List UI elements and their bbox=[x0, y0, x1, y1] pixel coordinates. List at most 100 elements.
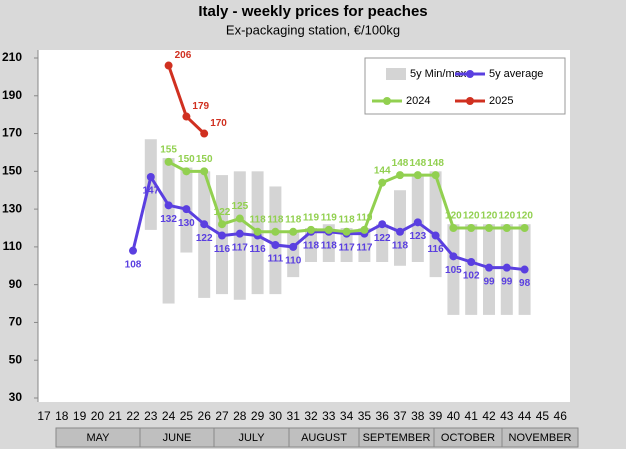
data-point bbox=[235, 229, 244, 238]
data-label: 120 bbox=[463, 211, 480, 222]
data-label: 111 bbox=[268, 254, 284, 265]
x-tick-label: 31 bbox=[287, 409, 301, 423]
x-tick-label: 20 bbox=[91, 409, 105, 423]
month-label: AUGUST bbox=[301, 432, 347, 444]
month-label: MAY bbox=[86, 432, 110, 444]
data-label: 148 bbox=[409, 158, 426, 169]
y-tick-label: 130 bbox=[2, 201, 22, 215]
x-tick-label: 17 bbox=[37, 409, 51, 423]
data-label: 148 bbox=[392, 158, 409, 169]
x-tick-label: 30 bbox=[269, 409, 283, 423]
x-tick-label: 44 bbox=[518, 409, 532, 423]
data-label: 116 bbox=[428, 244, 445, 255]
data-label: 116 bbox=[214, 244, 231, 255]
x-tick-label: 43 bbox=[500, 409, 514, 423]
y-tick-label: 170 bbox=[2, 126, 22, 140]
x-tick-label: 26 bbox=[198, 409, 212, 423]
data-label: 150 bbox=[178, 154, 195, 165]
y-tick-label: 210 bbox=[2, 50, 22, 64]
data-label: 105 bbox=[445, 265, 462, 276]
data-label: 118 bbox=[303, 240, 320, 251]
legend-label: 5y average bbox=[489, 68, 543, 80]
data-label: 119 bbox=[356, 213, 373, 224]
legend-marker bbox=[466, 70, 474, 78]
data-point bbox=[342, 227, 351, 236]
data-point bbox=[378, 220, 387, 229]
data-point bbox=[467, 258, 476, 266]
x-tick-label: 18 bbox=[55, 409, 69, 423]
x-tick-label: 33 bbox=[322, 409, 336, 423]
data-point bbox=[182, 112, 191, 121]
data-point bbox=[164, 157, 173, 166]
data-point bbox=[485, 263, 493, 272]
range-bar bbox=[198, 171, 211, 298]
data-label: 119 bbox=[303, 213, 320, 224]
data-label: 117 bbox=[356, 242, 373, 253]
y-tick-label: 190 bbox=[2, 88, 22, 102]
range-bar bbox=[358, 228, 371, 262]
legend-box bbox=[364, 57, 566, 115]
data-label: 117 bbox=[339, 242, 356, 253]
data-point bbox=[431, 171, 440, 180]
x-tick-label: 23 bbox=[144, 409, 158, 423]
data-label: 120 bbox=[481, 211, 498, 222]
data-label: 99 bbox=[483, 276, 495, 287]
y-tick-label: 110 bbox=[3, 239, 23, 253]
data-point bbox=[164, 61, 173, 70]
data-point bbox=[182, 205, 191, 214]
data-label: 102 bbox=[463, 271, 480, 282]
data-label: 150 bbox=[196, 154, 213, 165]
data-label: 118 bbox=[285, 214, 302, 225]
x-tick-label: 39 bbox=[429, 409, 443, 423]
data-label: 99 bbox=[501, 276, 513, 287]
data-label: 147 bbox=[142, 186, 159, 197]
data-point bbox=[129, 246, 137, 255]
x-tick-label: 24 bbox=[162, 409, 176, 423]
data-point bbox=[520, 224, 529, 232]
chart-title: Italy - weekly prices for peaches bbox=[198, 3, 427, 20]
x-tick-label: 27 bbox=[215, 409, 229, 423]
month-label: OCTOBER bbox=[441, 432, 495, 444]
data-label: 122 bbox=[196, 233, 213, 244]
data-point bbox=[396, 171, 404, 180]
range-bar bbox=[287, 231, 300, 278]
legend-marker bbox=[383, 97, 391, 105]
x-tick-label: 45 bbox=[536, 409, 550, 423]
data-point bbox=[289, 227, 298, 236]
x-tick-label: 42 bbox=[482, 409, 496, 423]
data-point bbox=[378, 178, 387, 187]
data-label: 130 bbox=[178, 218, 195, 229]
data-point bbox=[502, 263, 511, 272]
month-label: JUNE bbox=[163, 432, 192, 444]
range-bar bbox=[144, 139, 157, 230]
legend-label: 2025 bbox=[489, 95, 513, 107]
y-tick-label: 90 bbox=[9, 277, 23, 291]
x-tick-label: 41 bbox=[465, 409, 479, 423]
data-label: 110 bbox=[285, 256, 302, 267]
legend-label: 5y Min/max bbox=[410, 68, 467, 80]
x-tick-label: 40 bbox=[447, 409, 461, 423]
range-bar bbox=[376, 224, 389, 262]
range-bar bbox=[340, 228, 353, 262]
x-tick-label: 37 bbox=[393, 409, 407, 423]
data-point bbox=[449, 252, 458, 261]
data-point bbox=[413, 218, 422, 227]
month-band bbox=[501, 427, 579, 448]
range-bar bbox=[269, 186, 282, 295]
data-label: 116 bbox=[250, 244, 267, 255]
range-bar bbox=[305, 228, 317, 262]
data-point bbox=[200, 129, 209, 138]
data-label: 170 bbox=[210, 118, 227, 129]
range-bar bbox=[162, 158, 175, 304]
data-point bbox=[431, 231, 440, 240]
legend-label: 2024 bbox=[406, 95, 430, 107]
y-tick-label: 50 bbox=[9, 352, 23, 366]
data-point bbox=[253, 227, 262, 236]
data-label: 120 bbox=[498, 211, 515, 222]
legend-marker bbox=[466, 97, 474, 105]
data-label: 132 bbox=[160, 214, 177, 225]
data-label: 179 bbox=[192, 101, 209, 112]
data-point bbox=[413, 171, 422, 180]
month-label: JULY bbox=[238, 432, 265, 444]
data-point bbox=[467, 224, 476, 232]
